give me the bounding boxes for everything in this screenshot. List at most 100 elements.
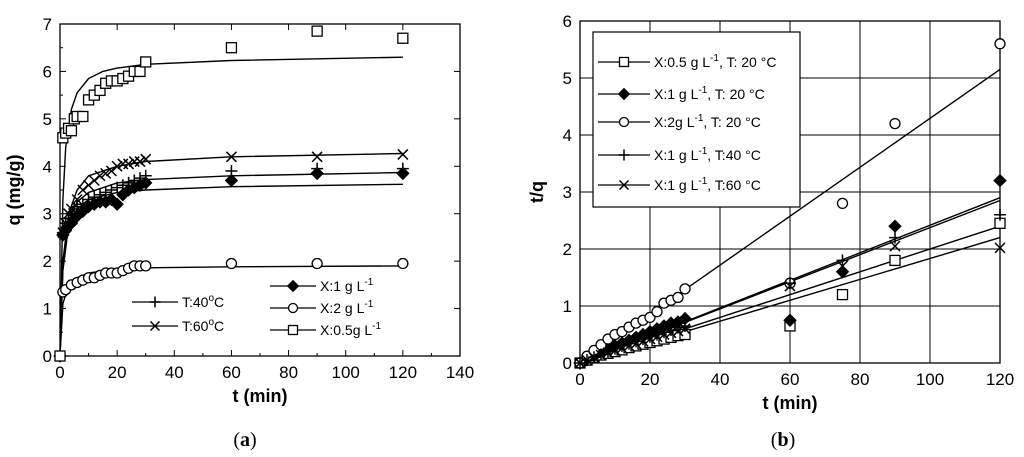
- data-point: [651, 331, 663, 343]
- data-point: [110, 197, 124, 211]
- data-point: [658, 328, 670, 341]
- legend: T:40oC T:60oC X:1 g L-1 X:2 g L-1 X:0.5g L-1: [132, 277, 381, 338]
- y-tick-label: 4: [563, 126, 572, 145]
- legend-label: X:1 g L-1: [320, 277, 374, 294]
- data-point: [623, 340, 635, 352]
- data-point: [64, 216, 79, 230]
- legend-entry: X:0.5g L-1: [270, 321, 381, 338]
- legend-label: X:2 g L-1: [320, 299, 374, 316]
- y-tick-label: 2: [43, 252, 52, 271]
- data-point: [111, 181, 124, 194]
- data-point: [59, 223, 73, 238]
- legend-label: T:40oC: [182, 293, 224, 310]
- fit-line-series-5: [59, 56, 403, 357]
- data-point: [396, 166, 410, 181]
- data-point: [888, 219, 902, 233]
- data-point: [651, 306, 663, 318]
- y-axis-label: q (mg/g): [4, 155, 24, 226]
- series-5: [574, 240, 1006, 369]
- legend-label: X:1 g L-1, T:40 °C: [654, 146, 761, 163]
- data-point: [889, 240, 901, 252]
- data-point: [783, 313, 797, 327]
- data-point: [679, 323, 691, 335]
- chart-panel-a: 0 20 40 60 80 100 120 140 0 1 2 3 4 5 6 7 t (min) q (mg/g…: [4, 15, 474, 451]
- x-tick-label: 120: [986, 370, 1014, 389]
- data-point: [658, 326, 670, 339]
- legend-entry: T:40oC: [132, 293, 224, 310]
- data-point: [140, 260, 152, 272]
- legend-marker: [617, 87, 631, 101]
- x-tick-label: 0: [575, 370, 584, 389]
- legend-marker: [618, 179, 630, 191]
- data-point: [123, 158, 135, 170]
- data-point: [651, 328, 663, 341]
- data-point: [889, 231, 901, 244]
- y-tick-label: 6: [563, 12, 572, 31]
- data-point: [111, 160, 123, 172]
- data-point: [616, 339, 628, 352]
- data-point: [889, 254, 901, 267]
- data-point: [224, 173, 239, 188]
- data-point: [637, 333, 649, 346]
- data-point: [994, 242, 1006, 254]
- data-point: [672, 325, 684, 337]
- data-point: [54, 350, 66, 362]
- panel-caption: (b): [771, 429, 795, 451]
- x-tick-label: 140: [446, 363, 474, 382]
- x-tick-label: 80: [279, 363, 298, 382]
- x-tick-label: 40: [711, 370, 730, 389]
- legend-marker: [286, 279, 300, 293]
- legend-marker: [618, 116, 630, 128]
- data-point: [397, 257, 409, 270]
- y-tick-label: 4: [43, 157, 52, 176]
- legend-entry: X:0.5 g L-1, T: 20 °C: [598, 53, 776, 70]
- y-tick-label: 2: [563, 240, 572, 259]
- x-tick-label: 100: [332, 363, 360, 382]
- x-tick-label: 20: [641, 370, 660, 389]
- legend-entry: X:2 g L-1: [270, 299, 374, 316]
- data-point: [889, 117, 901, 130]
- legend-label: X:2g L-1, T: 20 °C: [654, 113, 761, 130]
- legend-entry: X:2g L-1, T: 20 °C: [598, 113, 761, 130]
- data-point: [581, 354, 593, 366]
- data-point: [836, 197, 849, 210]
- legend-entry: X:1 g L-1: [270, 277, 374, 294]
- data-point: [588, 351, 600, 363]
- y-tick-label: 1: [563, 297, 572, 316]
- series-5: [54, 25, 409, 362]
- data-point: [94, 84, 106, 97]
- x-tick-label: 40: [165, 363, 184, 382]
- data-point: [225, 151, 237, 163]
- x-tick-label: 120: [389, 363, 417, 382]
- legend-label: T:60oC: [182, 317, 224, 334]
- y-tick-label: 0: [43, 347, 52, 366]
- data-point: [836, 288, 849, 301]
- x-tick-label: 20: [108, 363, 127, 382]
- data-point: [644, 333, 656, 345]
- data-point: [994, 38, 1006, 50]
- data-point: [679, 283, 691, 295]
- y-tick-label: 5: [563, 69, 572, 88]
- legend-marker: [149, 320, 161, 332]
- data-point: [602, 347, 614, 359]
- data-point: [630, 335, 642, 348]
- y-tick-label: 7: [43, 15, 52, 34]
- data-point: [679, 319, 691, 332]
- data-point: [836, 254, 849, 267]
- y-tick-label: 3: [43, 205, 52, 224]
- data-point: [616, 342, 628, 354]
- y-axis-label: t/q: [527, 181, 547, 203]
- data-point: [665, 327, 677, 339]
- x-tick-label: 100: [916, 370, 944, 389]
- data-point: [310, 166, 324, 181]
- legend-entry: T:60oC: [132, 317, 224, 334]
- legend-marker: [287, 302, 299, 314]
- panel-caption: (a): [233, 429, 256, 451]
- data-point: [134, 65, 146, 78]
- data-point: [397, 148, 409, 160]
- data-point: [134, 156, 146, 168]
- data-point: [311, 257, 323, 270]
- y-tick-label: 6: [43, 62, 52, 81]
- data-point: [140, 153, 152, 165]
